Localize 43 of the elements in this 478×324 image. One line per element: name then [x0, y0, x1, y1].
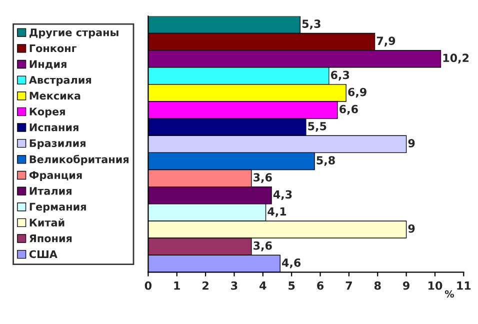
x-tick-label: 0: [144, 281, 152, 290]
data-label: 3,6: [254, 173, 272, 183]
x-tick-label: 1: [174, 282, 180, 290]
data-label: 9: [408, 139, 415, 148]
x-axis-title: %: [444, 290, 454, 298]
data-label: 5,3: [302, 20, 320, 30]
x-tick-label: 11: [457, 282, 471, 290]
x-tick-label: 2: [202, 281, 208, 290]
data-label: 7,9: [376, 36, 396, 46]
data-label: 10,2: [443, 54, 469, 64]
legend-label: Италия: [30, 187, 72, 195]
legend-label: Австралия: [28, 76, 92, 86]
legend-label: Великобритания: [30, 154, 128, 166]
data-label: 6,9: [348, 88, 366, 98]
x-tick-label: 8: [374, 281, 381, 290]
x-tick-label: 9: [403, 281, 410, 290]
legend-label: Индия: [30, 60, 66, 70]
legend-label: Бразилия: [30, 139, 86, 150]
x-tick-label: 7: [346, 282, 352, 290]
data-label: 3,6: [254, 241, 272, 252]
x-tick-label: 6: [317, 281, 324, 290]
data-label: 9: [408, 224, 415, 233]
data-label: 5,5: [308, 122, 326, 132]
x-tick-label: 3: [231, 281, 238, 290]
legend-label: Гонконг: [30, 44, 77, 52]
legend-label: Германия: [30, 202, 86, 213]
data-label: 5,8: [316, 156, 335, 166]
data-label: 6,6: [340, 104, 358, 115]
legend-label: Франция: [29, 171, 82, 182]
legend-label: Мексика: [30, 92, 80, 100]
data-label: 4,3: [273, 190, 292, 200]
x-tick-label: 5: [288, 282, 295, 290]
legend-label: Китай: [30, 218, 64, 226]
legend-label: Другие страны: [30, 28, 118, 38]
legend-label: Испания: [30, 124, 78, 132]
data-label: 4,6: [282, 258, 301, 268]
x-tick-label: 10: [428, 281, 442, 290]
data-label: 6,3: [330, 70, 350, 81]
legend-label: Корея: [30, 108, 65, 118]
legend-label: Япония: [30, 234, 72, 242]
x-tick-label: 4: [260, 282, 266, 290]
data-label: 4,1: [268, 207, 286, 218]
legend-label: США: [29, 250, 58, 258]
